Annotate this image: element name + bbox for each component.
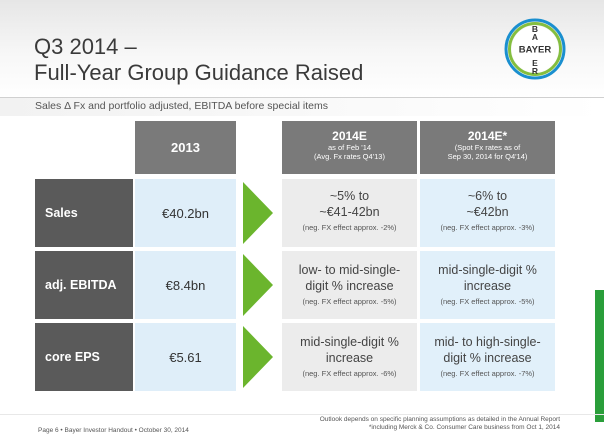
- value-line-2: digit % increase: [443, 351, 532, 365]
- value-2013-eps: €5.61: [135, 323, 236, 391]
- footer-disclaimer: Outlook depends on specific planning ass…: [320, 416, 560, 432]
- row-label-text: Sales: [45, 206, 78, 220]
- value-line-1: ~6% to: [467, 189, 508, 203]
- value-line-1: mid- to high-single-: [434, 335, 541, 349]
- slide-title: Q3 2014 – Full-Year Group Guidance Raise…: [34, 34, 363, 86]
- value-line-2: increase: [325, 351, 374, 365]
- edge-accent-bar: [595, 290, 604, 422]
- fx-note: (neg. FX effect approx. -6%): [302, 369, 397, 378]
- fx-note: (neg. FX effect approx. -3%): [440, 223, 535, 232]
- footer-disclaimer-line-1: Outlook depends on specific planning ass…: [319, 416, 560, 423]
- header-2014e-feb-sub2: (Avg. Fx rates Q4'13): [314, 152, 385, 161]
- value-line-2: ~€42bn: [466, 205, 509, 219]
- value-text: €5.61: [169, 349, 202, 365]
- slide-header: [0, 0, 604, 98]
- arrow-right-icon: [243, 182, 273, 244]
- header-2014e-feb: 2014E as of Feb '14 (Avg. Fx rates Q4'13…: [282, 121, 417, 174]
- header-2014e-spot-sub1: (Spot Fx rates as of: [454, 143, 521, 152]
- row-label-ebitda: adj. EBITDA: [35, 251, 133, 319]
- header-2014e-spot: 2014E* (Spot Fx rates as of Sep 30, 2014…: [420, 121, 555, 174]
- subtitle-band: [0, 97, 604, 116]
- footer-disclaimer-line-2: *including Merck & Co. Consumer Care bus…: [368, 424, 560, 431]
- value-2014e-spot-eps: mid- to high-single- digit % increase (n…: [420, 323, 555, 391]
- svg-text:R: R: [532, 66, 538, 76]
- value-2014e-spot-ebitda: mid-single-digit % increase (neg. FX eff…: [420, 251, 555, 319]
- footer-divider: [0, 414, 604, 415]
- value-line-2: increase: [463, 279, 512, 293]
- value-text: €8.4bn: [165, 277, 206, 293]
- logo-text: BAYER: [519, 45, 552, 56]
- arrow-right-icon: [243, 326, 273, 388]
- value-line-1: ~5% to: [329, 189, 370, 203]
- value-2014e-feb-ebitda: low- to mid-single- digit % increase (ne…: [282, 251, 417, 319]
- header-2014e-feb-title: 2014E: [332, 129, 367, 143]
- header-2014e-feb-sub1: as of Feb '14: [327, 143, 372, 152]
- row-label-text: core EPS: [45, 350, 100, 364]
- value-2014e-feb-sales: ~5% to ~€41-42bn (neg. FX effect approx.…: [282, 179, 417, 247]
- value-2013-ebitda: €8.4bn: [135, 251, 236, 319]
- header-2013: 2013: [135, 121, 236, 174]
- value-line-2: digit % increase: [305, 279, 394, 293]
- title-line-2: Full-Year Group Guidance Raised: [34, 60, 364, 85]
- row-label-sales: Sales: [35, 179, 133, 247]
- fx-note: (neg. FX effect approx. -5%): [302, 297, 397, 306]
- row-label-eps: core EPS: [35, 323, 133, 391]
- svg-text:A: A: [532, 32, 538, 42]
- value-text: €40.2bn: [162, 205, 209, 221]
- arrow-right-icon: [243, 254, 273, 316]
- slide-subtitle: Sales Δ Fx and portfolio adjusted, EBITD…: [35, 100, 328, 112]
- fx-note: (neg. FX effect approx. -2%): [302, 223, 397, 232]
- value-2014e-spot-sales: ~6% to ~€42bn (neg. FX effect approx. -3…: [420, 179, 555, 247]
- value-line-1: mid-single-digit %: [438, 263, 537, 277]
- title-line-1: Q3 2014 –: [34, 34, 137, 59]
- header-2014e-spot-sub2: Sep 30, 2014 for Q4'14): [447, 152, 528, 161]
- header-2013-label: 2013: [171, 140, 200, 155]
- fx-note: (neg. FX effect approx. -7%): [440, 369, 535, 378]
- svg-text:B: B: [532, 24, 538, 34]
- fx-note: (neg. FX effect approx. -5%): [440, 297, 535, 306]
- row-label-text: adj. EBITDA: [45, 278, 117, 292]
- value-line-1: low- to mid-single-: [298, 263, 401, 277]
- footer-page-info: Page 6 • Bayer Investor Handout • Octobe…: [38, 427, 189, 434]
- value-line-1: mid-single-digit %: [300, 335, 399, 349]
- bayer-logo: B A E R BAYER: [504, 18, 566, 80]
- value-line-2: ~€41-42bn: [319, 205, 380, 219]
- svg-text:E: E: [532, 58, 538, 68]
- value-2014e-feb-eps: mid-single-digit % increase (neg. FX eff…: [282, 323, 417, 391]
- header-2014e-spot-title: 2014E*: [467, 129, 508, 143]
- value-2013-sales: €40.2bn: [135, 179, 236, 247]
